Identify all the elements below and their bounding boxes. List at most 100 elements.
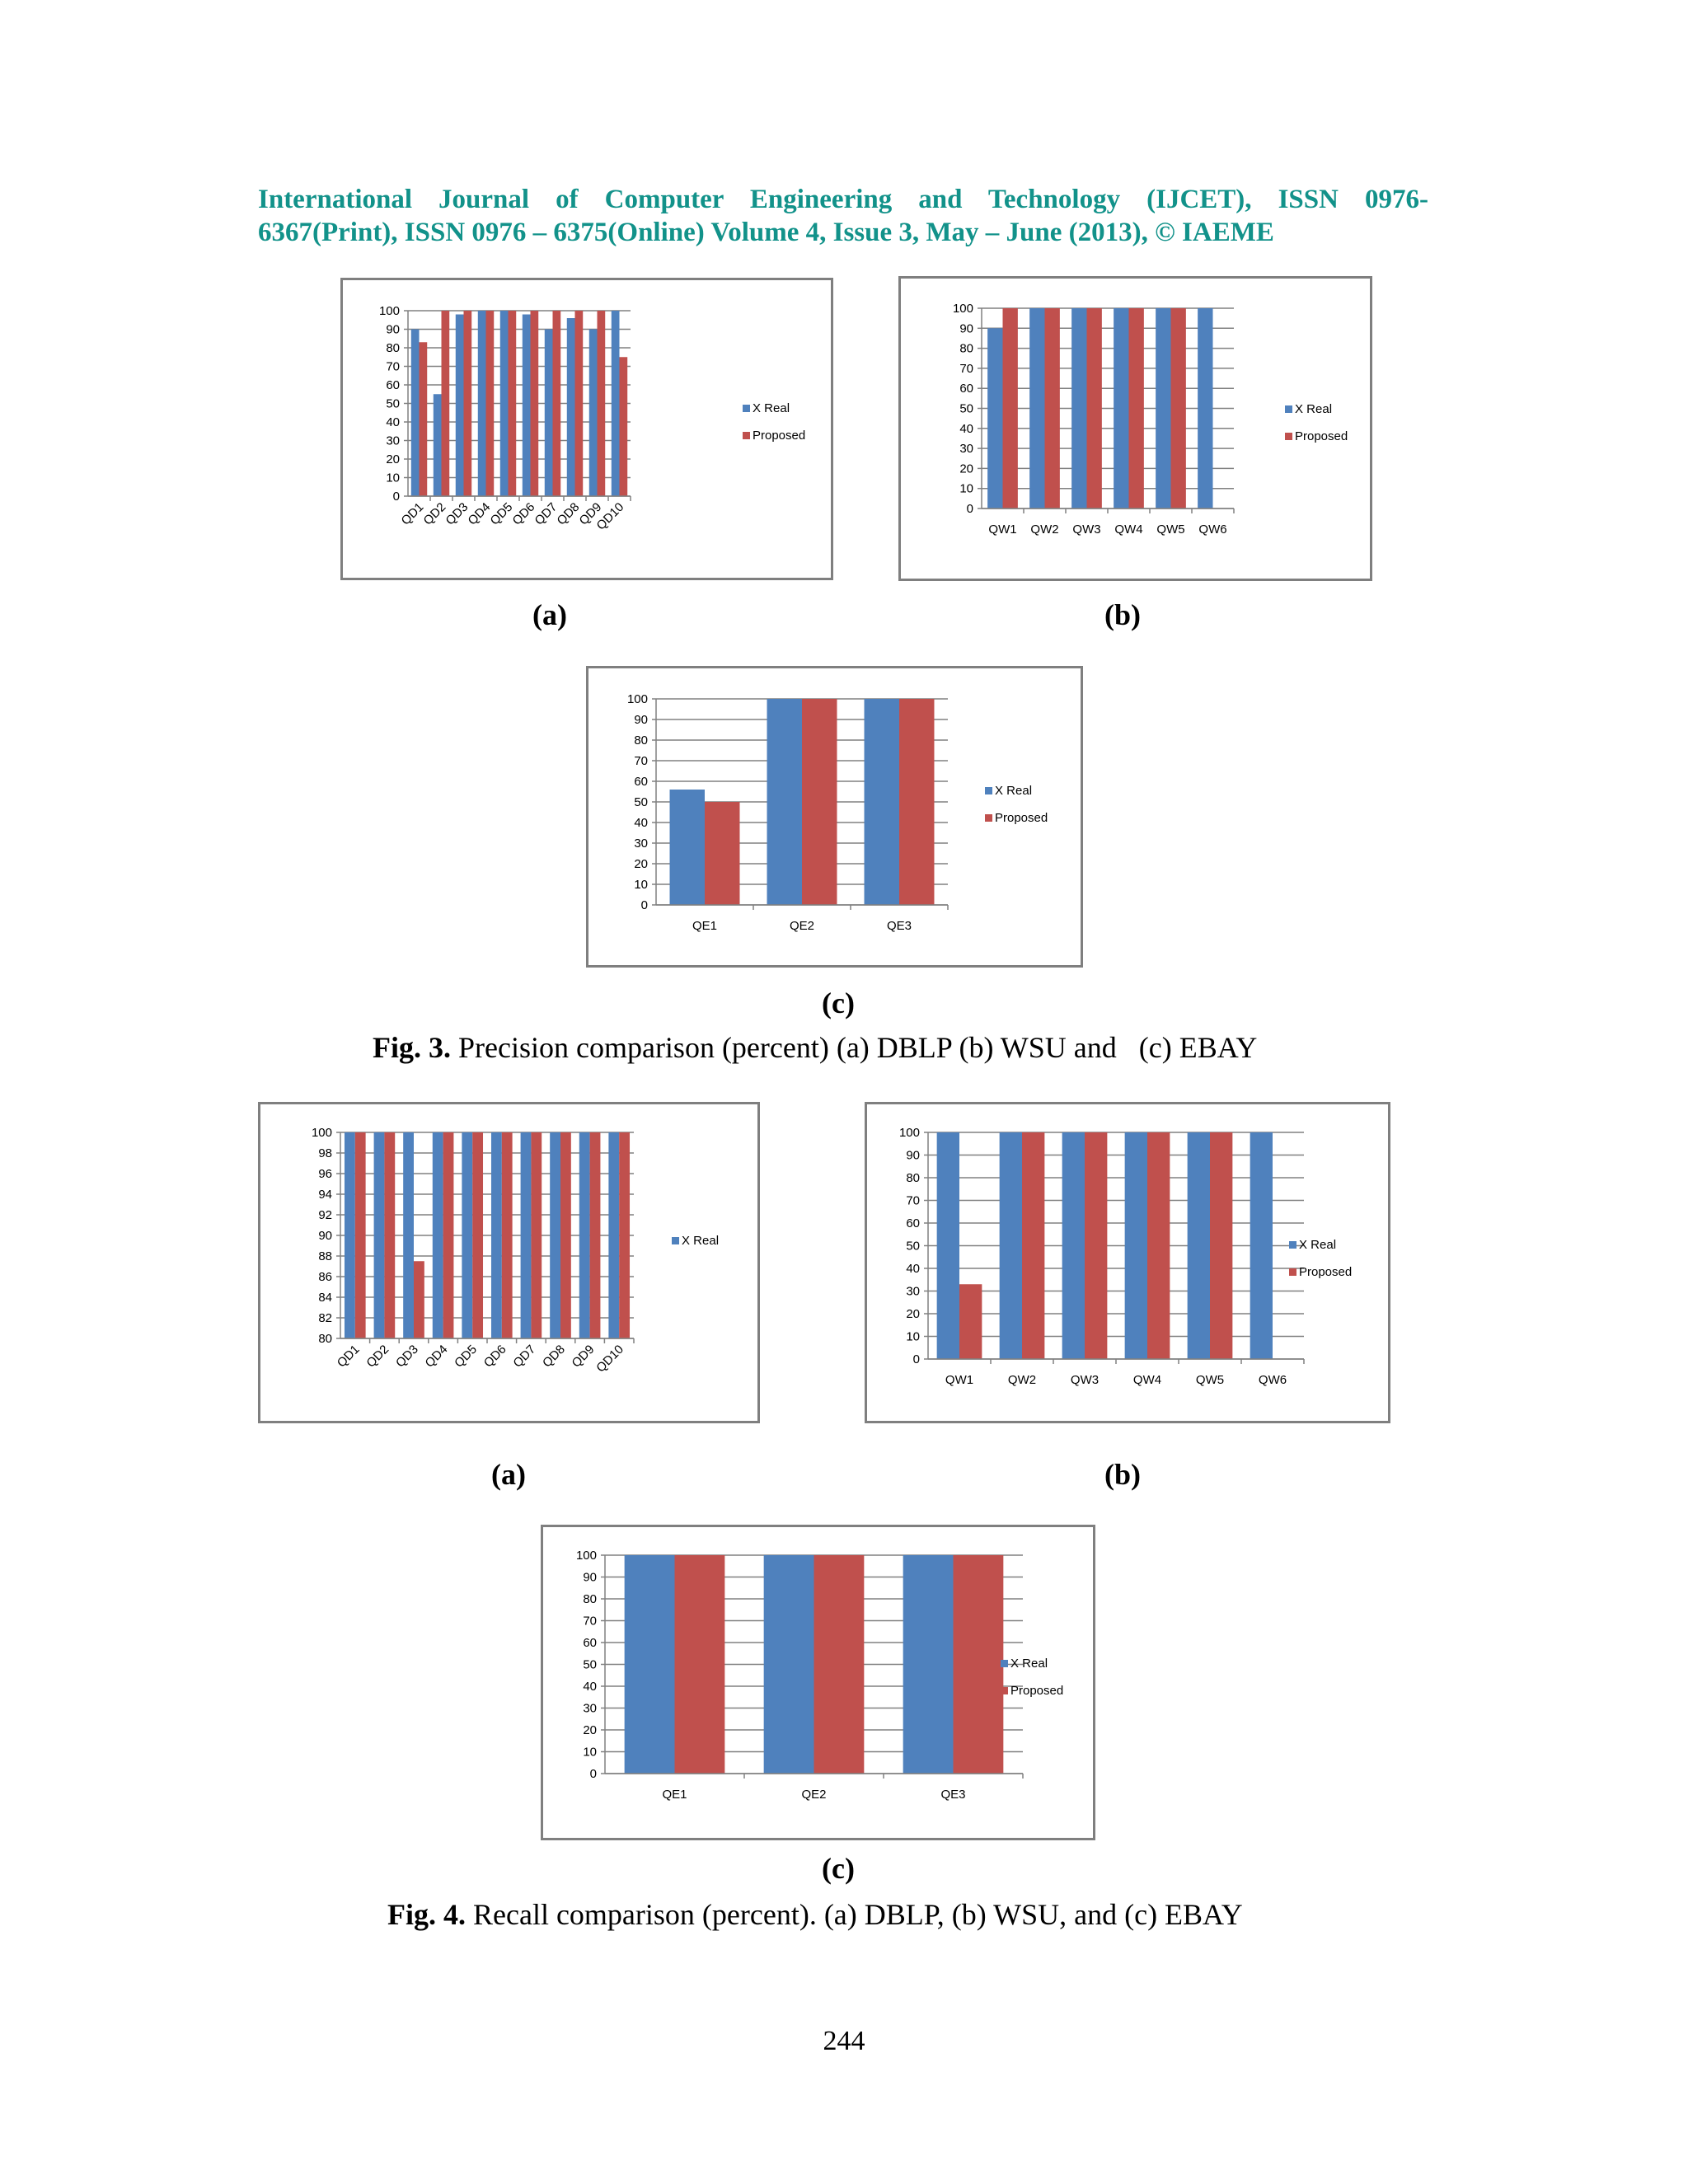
fig3b-legend-label: X Real [1295,402,1332,416]
fig3a-legend-label: X Real [753,401,790,415]
fig4a-bar-x-real-qd8 [550,1132,560,1338]
fig3a-bar-proposed-qd7 [552,311,561,496]
fig4b-bar-x-real-qw4 [1124,1132,1147,1359]
fig4a-category-label: QD2 [363,1343,392,1371]
fig4b-ytick-label: 20 [906,1307,920,1321]
fig3a-bar-proposed-qd8 [574,311,584,496]
fig4b-ytick-label: 0 [913,1352,920,1366]
fig3c-ytick-label: 60 [634,775,648,789]
fig3a-ytick-label: 50 [386,397,400,411]
fig4b-ytick-label: 30 [906,1285,920,1299]
fig3b-ytick-label: 40 [959,422,973,436]
fig4a-bar-proposed-qd9 [589,1132,601,1338]
fig4a-bar-proposed-qd3 [414,1261,424,1338]
fig3c-legend-swatch [985,787,992,794]
fig3b-ytick-label: 50 [959,402,973,416]
fig4c-ytick-label: 30 [583,1702,597,1716]
fig4c-ytick-label: 80 [583,1592,597,1606]
fig3a-bar-proposed-qd2 [441,311,450,496]
fig4c-svg: 0 10 20 30 40 50 60 70 80 90 100 QE1 QE2 QE3 X Real Pro… [576,1549,1063,1802]
fig3-caption-text: Precision comparison (percent) (a) DBLP … [451,1031,1258,1064]
fig4a-bar-proposed-qd6 [501,1132,513,1338]
fig3a-ytick-label: 0 [393,490,400,504]
fig4b-bar-proposed-qw1 [959,1284,982,1359]
fig3b-category-label: QW2 [1030,523,1058,537]
fig4b-category-label: QW1 [945,1373,973,1387]
fig4c-bar-x-real-qe3 [903,1555,954,1774]
fig3a-svg: 0 10 20 30 40 50 60 70 80 90 100 QD1QD2QD3QD4QD5QD6… [379,304,805,533]
fig4a-bar-proposed-qd4 [443,1132,454,1338]
fig4a-ytick-label: 88 [318,1249,332,1263]
fig4a-category-label: QD9 [570,1343,598,1371]
fig3a-bar-proposed-qd6 [530,311,539,496]
fig4c-bar-proposed-qe3 [953,1555,1004,1774]
fig3a-legend-swatch [743,432,750,439]
fig3b-category-label: QW3 [1072,523,1100,537]
fig3a-ytick-label: 20 [386,452,400,466]
fig3a-bar-x-real-qd2 [433,394,442,496]
fig4a-bar-x-real-qd10 [608,1132,620,1338]
fig4-caption-text: Recall comparison (percent). (a) DBLP, (… [466,1898,1243,1931]
fig3a-bar-proposed-qd3 [463,311,472,496]
fig3c-bar-x-real-qe1 [669,790,705,905]
fig3a-category-label: QD1 [398,500,426,528]
fig4b-legend-label: X Real [1299,1238,1336,1252]
fig3b-bar-proposed-qw1 [1002,308,1018,509]
fig4c-ytick-label: 90 [583,1571,597,1585]
fig3c-ytick-label: 30 [634,837,648,851]
fig3a-bar-x-real-qd6 [522,314,531,496]
fig4c-bar-x-real-qe2 [763,1555,814,1774]
fig4b-ytick-label: 60 [906,1216,920,1230]
fig4c-ytick-label: 70 [583,1615,597,1629]
chart-fig4-a-dblp-recall: 80 82 84 86 88 90 92 94 96 98 100 QD1 QD2 QD3 QD4 QD5 QD… [258,1102,760,1423]
fig3a-ytick-label: 100 [379,304,400,318]
fig4a-bar-x-real-qd6 [490,1132,502,1338]
fig4c-ytick-label: 60 [583,1636,597,1650]
fig4a-category-label: QD6 [481,1343,509,1371]
fig4b-ytick-label: 50 [906,1240,920,1254]
fig3b-ytick-label: 30 [959,442,973,456]
fig4c-ytick-label: 10 [583,1746,597,1760]
fig4b-bar-proposed-qw3 [1085,1132,1108,1359]
fig3b-bar-proposed-qw4 [1128,308,1144,509]
fig3b-ytick-label: 60 [959,382,973,396]
fig3b-legend-swatch [1285,433,1292,440]
fig3a-ytick-label: 40 [386,415,400,429]
fig4a-category-label: QD10 [593,1343,626,1376]
fig4b-ytick-label: 80 [906,1171,920,1185]
fig3c-ytick-label: 50 [634,795,648,809]
fig3b-bar-proposed-qw2 [1044,308,1060,509]
journal-header-line-1: International Journal of Computer Engine… [258,185,1428,214]
fig4c-ytick-label: 20 [583,1723,597,1737]
fig4b-category-label: QW3 [1071,1373,1099,1387]
fig3a-ytick-label: 30 [386,434,400,448]
fig3c-ytick-label: 0 [641,898,648,912]
fig3b-category-label: QW4 [1114,523,1142,537]
fig4a-ytick-label: 94 [318,1188,332,1202]
fig4b-bar-x-real-qw5 [1187,1132,1210,1359]
chart-fig4-c-ebay-recall: 0 10 20 30 40 50 60 70 80 90 100 QE1 QE2 QE3 X Real Pro… [541,1525,1095,1840]
fig4a-bar-x-real-qd1 [344,1132,355,1338]
fig4b-category-label: QW2 [1008,1373,1036,1387]
fig4c-category-label: QE1 [662,1788,687,1802]
fig3c-bar-x-real-qe2 [767,699,802,905]
fig3c-ytick-label: 90 [634,713,648,727]
fig3c-category-label: QE2 [790,919,814,933]
fig4a-ytick-label: 90 [318,1229,332,1243]
fig4c-category-label: QE2 [801,1788,826,1802]
fig4b-bar-x-real-qw1 [936,1132,959,1359]
fig4a-ytick-label: 100 [312,1126,332,1140]
fig3a-ytick-label: 80 [386,341,400,355]
fig4b-ytick-label: 40 [906,1262,920,1276]
fig3b-bar-x-real-qw5 [1156,308,1171,509]
fig3b-bar-proposed-qw3 [1086,308,1102,509]
fig4b-bar-proposed-qw4 [1147,1132,1170,1359]
fig3a-bar-proposed-qd10 [619,357,628,496]
fig4a-bar-x-real-qd9 [579,1132,590,1338]
fig3a-bar-x-real-qd7 [544,329,553,496]
fig4b-ytick-label: 10 [906,1330,920,1344]
fig4a-ytick-label: 92 [318,1208,332,1222]
fig4c-bar-proposed-qe2 [814,1555,865,1774]
fig3c-ytick-label: 20 [634,857,648,871]
